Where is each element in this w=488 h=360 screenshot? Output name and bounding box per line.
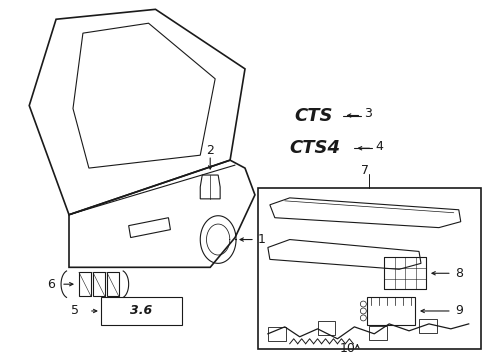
Text: 1: 1 [257,233,265,246]
Bar [106,272,119,296]
Text: 5: 5 [71,305,79,318]
Text: 9: 9 [454,305,462,318]
Text: 6: 6 [47,278,55,291]
Text: 3.6: 3.6 [130,305,152,318]
Bar [79,272,91,296]
Text: 3: 3 [364,107,371,120]
Text: 7: 7 [361,163,368,176]
Text: CTS4: CTS4 [289,139,340,157]
Bar [267,327,285,341]
Bar [93,272,104,296]
Bar [317,321,335,335]
Text: 10: 10 [339,342,355,355]
Text: 2: 2 [206,144,214,157]
Bar [418,319,436,333]
Text: 4: 4 [374,140,382,153]
Text: CTS: CTS [294,107,332,125]
Bar [101,297,182,325]
Bar [257,188,480,349]
Bar [384,257,425,289]
Text: 8: 8 [454,267,462,280]
Bar [368,326,386,340]
Bar [366,297,414,325]
